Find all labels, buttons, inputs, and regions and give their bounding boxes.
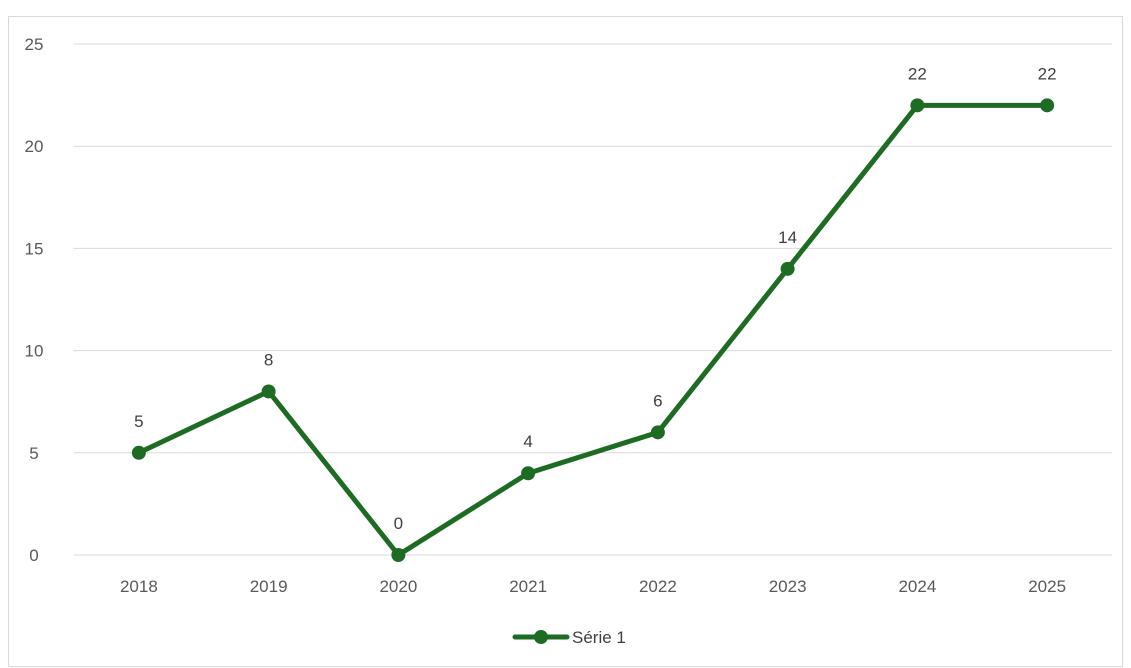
data-point-2021 [521, 466, 536, 481]
x-tick-label-2020: 2020 [379, 577, 417, 596]
data-labels: 5 8 0 4 6 14 22 22 [134, 64, 1056, 533]
data-point-2018 [131, 445, 146, 460]
y-tick-label-5: 5 [29, 444, 38, 463]
data-point-2025 [1040, 98, 1055, 113]
data-label-2023: 14 [778, 228, 797, 247]
chart-frame [8, 16, 1123, 667]
legend-label: Série 1 [572, 628, 626, 647]
data-label-2019: 8 [264, 350, 273, 369]
data-point-2022 [650, 425, 665, 440]
x-tick-label-2022: 2022 [639, 577, 677, 596]
y-tick-label-20: 20 [25, 137, 44, 156]
data-label-2018: 5 [134, 412, 143, 431]
data-point-2019 [261, 384, 276, 399]
data-label-2025: 22 [1038, 64, 1057, 83]
x-tick-label-2024: 2024 [898, 577, 936, 596]
data-label-2024: 22 [908, 64, 927, 83]
data-label-2022: 6 [653, 391, 662, 410]
data-point-2024 [910, 98, 925, 113]
x-tick-label-2023: 2023 [769, 577, 807, 596]
y-axis-tick-labels: 0 5 10 15 20 25 [25, 35, 44, 565]
series-group [131, 98, 1055, 562]
data-label-2021: 4 [523, 432, 532, 451]
legend: Série 1 [512, 628, 626, 647]
data-point-2020 [391, 548, 406, 562]
y-tick-label-10: 10 [25, 342, 44, 361]
legend-point-marker [534, 630, 548, 644]
data-point-2023 [780, 261, 795, 276]
y-tick-label-25: 25 [25, 35, 44, 54]
y-tick-label-15: 15 [25, 239, 44, 258]
x-axis-tick-labels: 2018 2019 2020 2021 2022 2023 2024 2025 [120, 577, 1066, 596]
x-tick-label-2018: 2018 [120, 577, 158, 596]
gridlines [74, 43, 1112, 556]
x-tick-label-2025: 2025 [1028, 577, 1066, 596]
y-tick-label-0: 0 [29, 546, 38, 565]
x-tick-label-2021: 2021 [509, 577, 547, 596]
x-tick-label-2019: 2019 [250, 577, 288, 596]
series-line-0 [136, 102, 1050, 558]
data-label-2020: 0 [394, 514, 403, 533]
